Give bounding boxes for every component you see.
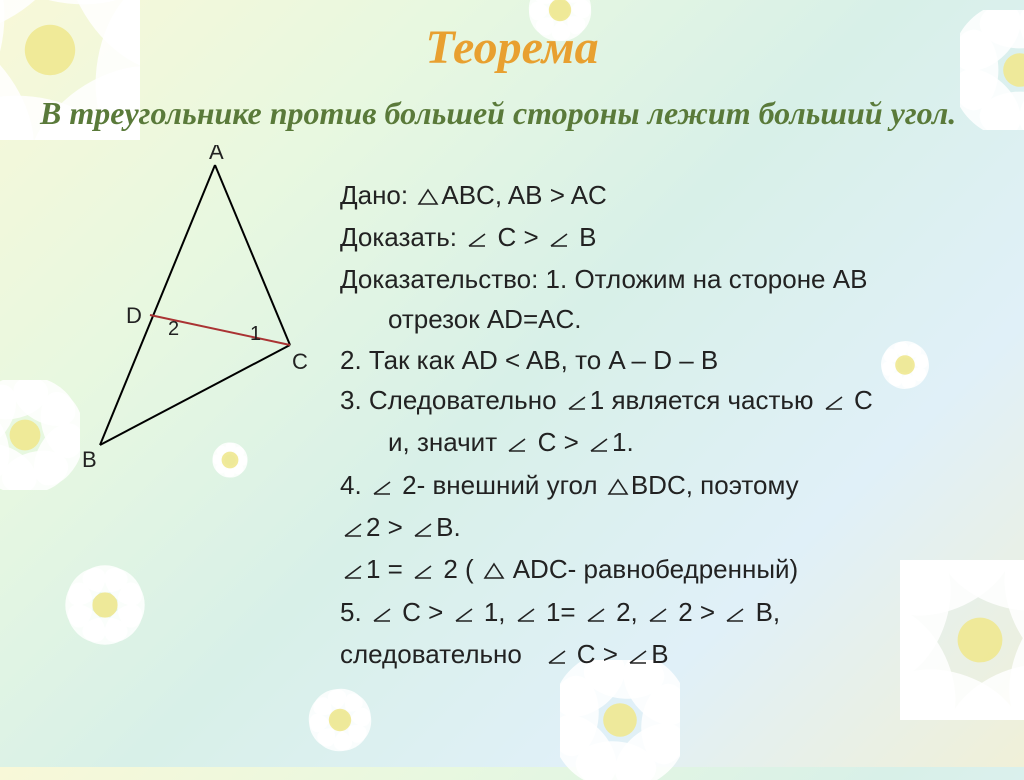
prove-label: Доказать: — [340, 222, 457, 252]
proof-text: Дано: ABC, AB > AC Доказать: C > B Доказ… — [330, 145, 984, 677]
proof-line-3c: C — [854, 385, 873, 415]
proof-line-4f: 1 = — [366, 554, 403, 584]
proof-line-4e: B. — [436, 512, 461, 542]
svg-text:D: D — [126, 303, 142, 328]
proof-line-5g: B, — [756, 597, 781, 627]
proof-line-5j: B — [651, 639, 668, 669]
page-title: Теорема — [40, 20, 984, 75]
triangle-icon — [607, 467, 629, 507]
proof-line-5c: 1, — [484, 597, 506, 627]
angle-icon — [506, 424, 528, 464]
angle-icon — [585, 594, 607, 634]
proof-line-1b: отрезок AD=AC. — [340, 299, 984, 339]
proof-line-5a: 5. — [340, 597, 362, 627]
angle-icon — [566, 382, 588, 422]
angle-icon — [342, 551, 364, 591]
triangle-diagram: A B C D 1 2 — [40, 145, 330, 480]
proof-line-3e: C > — [538, 427, 579, 457]
angle-icon — [371, 594, 393, 634]
svg-text:B: B — [82, 447, 97, 472]
angle-icon — [453, 594, 475, 634]
proof-line-3d: и, значит — [388, 427, 497, 457]
triangle-icon — [417, 177, 439, 217]
svg-text:2: 2 — [168, 318, 179, 340]
given-content: ABC, AB > AC — [441, 180, 606, 210]
proof-line-4h: ADC- равнобедренный) — [513, 554, 799, 584]
angle-icon — [342, 509, 364, 549]
proof-line-4a: 4. — [340, 470, 362, 500]
proof-line-5f: 2 > — [678, 597, 715, 627]
proof-line-3f: 1. — [612, 427, 634, 457]
proof-line-4d: 2 > — [366, 512, 403, 542]
proof-line-3b: 1 является частью — [590, 385, 814, 415]
theorem-subtitle: В треугольнике против большей стороны ле… — [40, 93, 984, 135]
proof-line-4g: 2 ( — [443, 554, 473, 584]
angle-icon — [647, 594, 669, 634]
proof-line-5b: C > — [402, 597, 443, 627]
angle-icon — [515, 594, 537, 634]
proof-line-5e: 2, — [616, 597, 638, 627]
triangle-icon — [483, 551, 505, 591]
angle-icon — [823, 382, 845, 422]
proof-line-5h: следовательно — [340, 639, 522, 669]
svg-text:C: C — [292, 349, 308, 374]
proof-line-3a: 3. Следовательно — [340, 385, 557, 415]
angle-icon — [371, 467, 393, 507]
angle-icon — [466, 219, 488, 259]
proof-line-5d: 1= — [546, 597, 576, 627]
prove-b: B — [579, 222, 596, 252]
svg-text:1: 1 — [250, 323, 261, 345]
prove-c: C > — [497, 222, 538, 252]
proof-line-1: Доказательство: 1. Отложим на стороне AB — [340, 259, 984, 299]
proof-line-2: 2. Так как AD < AB, то A – D – B — [340, 340, 984, 380]
given-label: Дано: — [340, 180, 408, 210]
angle-icon — [412, 551, 434, 591]
angle-icon — [548, 219, 570, 259]
angle-icon — [412, 509, 434, 549]
svg-text:A: A — [209, 145, 224, 164]
angle-icon — [546, 636, 568, 676]
angle-icon — [724, 594, 746, 634]
proof-line-5i: C > — [577, 639, 618, 669]
angle-icon — [627, 636, 649, 676]
proof-line-4b: 2- внешний угол — [402, 470, 597, 500]
proof-line-4c: BDC, поэтому — [631, 470, 799, 500]
angle-icon — [588, 424, 610, 464]
